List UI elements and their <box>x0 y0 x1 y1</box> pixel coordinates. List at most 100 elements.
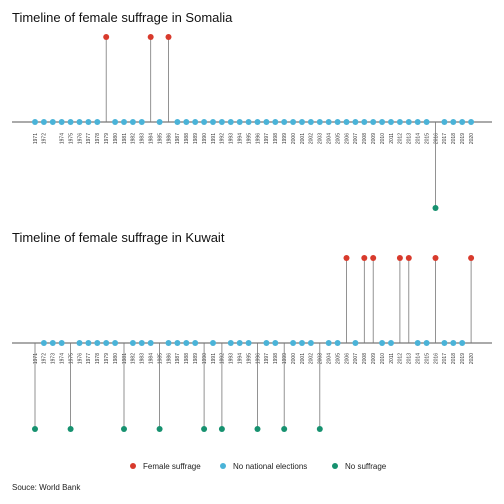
x-tick-label: 2011 <box>389 353 395 364</box>
no-national-elections-point <box>58 119 65 125</box>
no-national-elections-point <box>85 340 92 346</box>
no-national-elections-point <box>218 119 225 125</box>
x-tick-label: 1984 <box>149 133 155 144</box>
x-tick-label: 1979 <box>104 353 110 364</box>
no-national-elections-point <box>307 340 314 346</box>
kuwait-timeline-panel: Timeline of female suffrage in Kuwait 19… <box>12 230 492 432</box>
no-national-elections-point <box>103 340 110 346</box>
legend-swatch <box>332 463 338 469</box>
no-national-elections-point <box>129 340 136 346</box>
no-suffrage-point <box>32 426 38 432</box>
no-national-elections-point <box>468 119 475 125</box>
female-suffrage-point <box>468 255 475 261</box>
no-national-elections-point <box>192 340 199 346</box>
no-suffrage-point <box>316 426 323 432</box>
female-suffrage-point <box>165 34 172 40</box>
no-national-elections-point <box>254 119 261 125</box>
no-national-elections-point <box>112 340 119 346</box>
x-tick-label: 2003 <box>318 353 324 364</box>
no-national-elections-point <box>423 119 430 125</box>
x-tick-label: 2006 <box>344 353 350 364</box>
x-tick-label: 2020 <box>469 353 475 364</box>
x-tick-label: 2007 <box>353 133 359 144</box>
x-tick-label: 1990 <box>202 133 208 144</box>
x-tick-label: 1993 <box>229 353 235 364</box>
x-tick-label: 2016 <box>433 353 439 364</box>
x-tick-label: 2002 <box>309 353 315 364</box>
legend-label: No national elections <box>233 462 307 471</box>
no-national-elections-point <box>76 119 83 125</box>
x-tick-label: 2006 <box>344 133 350 144</box>
female-suffrage-point <box>405 255 412 261</box>
x-tick-label: 1991 <box>211 133 217 144</box>
no-national-elections-point <box>334 340 341 346</box>
no-national-elections-point <box>281 119 288 125</box>
x-tick-label: 1999 <box>282 353 288 364</box>
x-tick-label: 2018 <box>451 353 457 364</box>
legend: Female suffrage No national elections No s… <box>130 462 387 471</box>
no-national-elections-point <box>236 119 243 125</box>
no-suffrage-point <box>121 426 127 432</box>
x-tick-label: 2001 <box>300 133 306 144</box>
no-suffrage-point <box>432 205 439 211</box>
no-national-elections-point <box>290 340 297 346</box>
no-suffrage-point <box>218 426 225 432</box>
no-national-elections-point <box>121 119 127 125</box>
x-tick-label: 1988 <box>184 133 190 144</box>
x-tick-label: 2019 <box>460 133 466 144</box>
no-national-elections-point <box>67 119 74 125</box>
no-national-elections-point <box>165 340 172 346</box>
legend-label: No suffrage <box>345 462 387 471</box>
x-tick-label: 1992 <box>220 353 226 364</box>
no-national-elections-point <box>441 119 448 125</box>
x-tick-label: 2008 <box>362 353 368 364</box>
x-tick-label: 2012 <box>398 133 404 144</box>
legend-swatch <box>130 463 136 469</box>
x-tick-label: 1995 <box>246 133 252 144</box>
no-national-elections-point <box>183 119 190 125</box>
x-tick-label: 1972 <box>42 133 48 144</box>
x-tick-label: 1982 <box>131 353 137 364</box>
no-national-elections-point <box>414 340 421 346</box>
no-national-elections-point <box>210 340 216 346</box>
no-suffrage-point <box>254 426 261 432</box>
chart-title-somalia: Timeline of female suffrage in Somalia <box>12 10 233 25</box>
no-national-elections-point <box>370 119 377 125</box>
x-tick-label: 1981 <box>122 133 128 144</box>
x-tick-label: 1975 <box>68 353 74 364</box>
no-national-elections-point <box>245 119 252 125</box>
x-tick-label: 1985 <box>157 353 163 364</box>
x-tick-label: 2009 <box>371 133 377 144</box>
x-tick-label: 1989 <box>193 353 199 364</box>
x-tick-label: 2018 <box>451 133 457 144</box>
somalia-timeline-panel: Timeline of female suffrage in Somalia 1… <box>12 10 492 211</box>
no-national-elections-point <box>441 340 448 346</box>
no-national-elections-point <box>388 340 394 346</box>
x-tick-label: 2010 <box>380 353 386 364</box>
x-tick-label: 1979 <box>104 133 110 144</box>
female-suffrage-point <box>361 255 368 261</box>
source-note: Souce: World Bank <box>12 483 81 492</box>
x-tick-label: 2014 <box>416 133 422 144</box>
x-tick-label: 1996 <box>255 133 261 144</box>
no-national-elections-point <box>272 340 279 346</box>
x-tick-label: 2020 <box>469 133 475 144</box>
no-national-elections-point <box>343 119 350 125</box>
no-national-elections-point <box>450 340 457 346</box>
no-national-elections-point <box>49 119 56 125</box>
no-national-elections-point <box>58 340 65 346</box>
no-national-elections-point <box>272 119 279 125</box>
x-tick-label: 1997 <box>264 133 270 144</box>
x-tick-label: 2016 <box>433 133 439 144</box>
legend-swatch <box>220 463 226 469</box>
no-national-elections-point <box>174 119 181 125</box>
x-tick-label: 1988 <box>184 353 190 364</box>
no-national-elections-point <box>156 119 163 125</box>
no-national-elections-point <box>94 340 101 346</box>
x-tick-label: 1977 <box>86 353 92 364</box>
x-tick-label: 2017 <box>442 353 448 364</box>
no-suffrage-point <box>156 426 163 432</box>
x-tick-label: 2010 <box>380 133 386 144</box>
no-national-elections-point <box>352 340 359 346</box>
x-tick-label: 1995 <box>246 353 252 364</box>
